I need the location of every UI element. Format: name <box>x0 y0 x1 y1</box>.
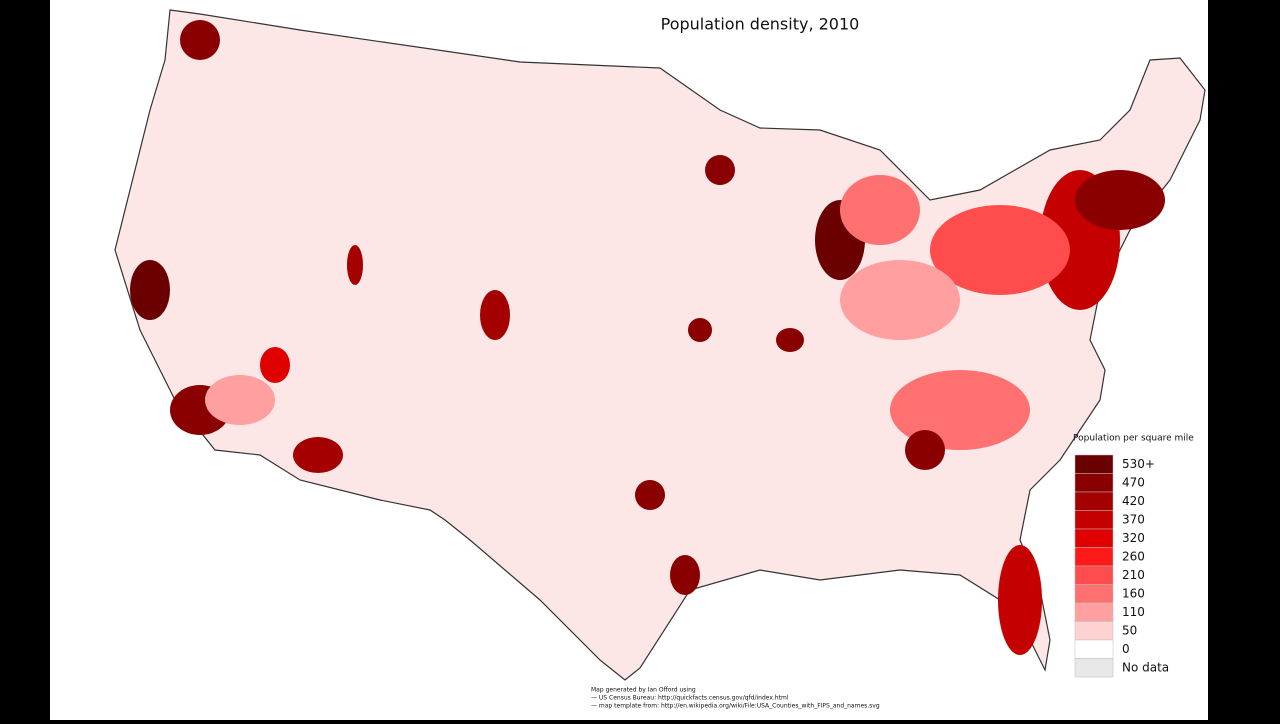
density-area <box>1075 170 1165 230</box>
legend-swatch <box>1074 510 1114 530</box>
legend-swatch <box>1074 473 1114 493</box>
density-area <box>260 347 290 383</box>
legend-label: 0 <box>1122 642 1130 656</box>
density-area <box>480 290 510 340</box>
density-area <box>688 318 712 342</box>
density-area <box>670 555 700 595</box>
density-area <box>705 155 735 185</box>
density-area <box>840 175 920 245</box>
legend-label: 530+ <box>1122 457 1155 471</box>
density-area <box>347 245 363 285</box>
legend-swatch <box>1074 621 1114 641</box>
legend-label: No data <box>1122 660 1169 674</box>
legend-swatch <box>1074 454 1114 474</box>
density-area <box>930 205 1070 295</box>
legend-swatch <box>1074 584 1114 604</box>
legend-swatch <box>1074 565 1114 585</box>
legend-label: 320 <box>1122 531 1145 545</box>
legend-label: 50 <box>1122 623 1137 637</box>
density-area <box>130 260 170 320</box>
legend-label: 210 <box>1122 568 1145 582</box>
density-area <box>293 437 343 473</box>
density-area <box>776 328 804 352</box>
legend: 530+ 470 420 370 320 260 210 160 110 50 0 No data <box>1074 454 1169 678</box>
density-area <box>635 480 665 510</box>
legend-swatch <box>1074 658 1114 678</box>
density-areas <box>130 20 1165 655</box>
legend-title: Population per square mile <box>1073 434 1194 444</box>
legend-swatch <box>1074 639 1114 659</box>
credit-line: — US Census Bureau: http://quickfacts.ce… <box>591 695 789 702</box>
legend-label: 420 <box>1122 494 1145 508</box>
map-title: Population density, 2010 <box>661 15 860 34</box>
legend-swatch <box>1074 602 1114 622</box>
credit-line: — map template from: http://en.wikipedia… <box>591 703 880 710</box>
credits: Map generated by Ian Offord using— US Ce… <box>591 687 880 710</box>
legend-swatch <box>1074 491 1114 511</box>
density-area <box>998 545 1042 655</box>
legend-label: 370 <box>1122 512 1145 526</box>
legend-label: 110 <box>1122 605 1145 619</box>
legend-label: 160 <box>1122 586 1145 600</box>
density-area <box>180 20 220 60</box>
legend-swatch <box>1074 547 1114 567</box>
legend-label: 470 <box>1122 475 1145 489</box>
legend-swatch <box>1074 528 1114 548</box>
density-area <box>205 375 275 425</box>
legend-label: 260 <box>1122 549 1145 563</box>
density-area <box>905 430 945 470</box>
credit-line: Map generated by Ian Offord using <box>591 687 696 694</box>
density-area <box>840 260 960 340</box>
